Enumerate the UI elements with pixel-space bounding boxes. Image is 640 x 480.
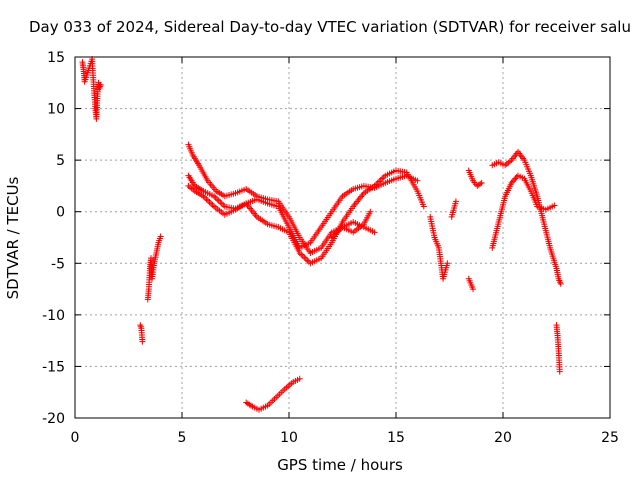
data-point [511, 176, 518, 183]
data-point [470, 286, 477, 293]
data-point [203, 196, 210, 203]
series-arc-4 [185, 172, 421, 251]
x-tick-label: 15 [387, 430, 405, 446]
data-point [296, 375, 303, 382]
data-point [551, 202, 558, 209]
data-point [206, 199, 213, 206]
data-point [452, 198, 459, 205]
series-arc-11 [489, 148, 564, 287]
series-arc-7 [243, 375, 303, 413]
data-point [478, 179, 485, 186]
data-point [137, 323, 144, 330]
data-point [217, 199, 224, 206]
series-arc-1 [79, 56, 104, 122]
data-point [97, 81, 104, 88]
data-point [367, 208, 374, 215]
y-tick-label: 0 [56, 205, 65, 221]
data-points [79, 56, 564, 413]
y-tick-label: -5 [51, 256, 65, 272]
y-tick-label: -15 [42, 359, 65, 375]
y-tick-label: 5 [56, 153, 65, 169]
series-arc-2 [137, 233, 164, 345]
plot-frame [74, 56, 611, 419]
x-axis-label: GPS time / hours [277, 456, 403, 474]
y-tick-label: 10 [47, 102, 65, 118]
data-point [214, 196, 221, 203]
data-point [508, 179, 515, 186]
data-point [204, 197, 211, 204]
data-point [301, 254, 308, 261]
x-tick-label: 5 [178, 430, 187, 446]
data-point [512, 175, 519, 182]
y-tick-label: -10 [42, 308, 65, 324]
data-point [215, 197, 222, 204]
series-arc-8 [427, 198, 477, 293]
series-arc-9 [465, 167, 485, 189]
y-axis-label: SDTVAR / TECUs [4, 176, 22, 299]
data-point [302, 255, 309, 262]
series-arc-6 [328, 208, 374, 241]
y-tick-label: 15 [47, 50, 65, 66]
x-tick-label: 25 [601, 430, 619, 446]
data-point [157, 233, 164, 240]
data-point [509, 178, 516, 185]
data-point [139, 338, 146, 345]
data-point [304, 257, 311, 264]
x-tick-label: 0 [71, 430, 80, 446]
grid-lines [75, 57, 610, 418]
data-point [556, 368, 563, 375]
data-point [299, 252, 306, 259]
x-tick-label: 20 [494, 430, 512, 446]
series-arc-12 [553, 322, 563, 375]
data-point [444, 260, 451, 267]
data-point [420, 203, 427, 210]
series-arc-5 [185, 167, 427, 267]
x-tick-label: 10 [280, 430, 298, 446]
chart-title: Day 033 of 2024, Sidereal Day-to-day VTE… [29, 18, 631, 36]
data-point [477, 180, 484, 187]
data-point [208, 200, 215, 207]
data-point [414, 177, 421, 184]
data-point [371, 229, 378, 236]
data-point [379, 175, 386, 182]
data-point [137, 322, 144, 329]
data-point [218, 200, 225, 207]
y-tick-label: -20 [42, 411, 65, 427]
data-point [557, 280, 564, 287]
data-point [209, 202, 216, 209]
